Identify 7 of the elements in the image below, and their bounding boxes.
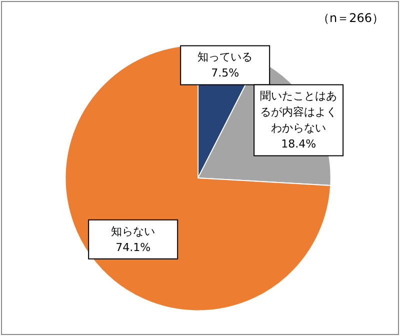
slice-label: 聞いたことはあるが内容はよくわからない [260,90,338,135]
data-label: 18.4% [281,138,316,151]
data-label: 7.5% [211,66,240,80]
data-label: 74.1% [116,240,151,254]
slice-label: 知らない [111,224,156,238]
slice-label: 知っている [198,50,253,64]
text: （n＝266） [317,11,384,25]
